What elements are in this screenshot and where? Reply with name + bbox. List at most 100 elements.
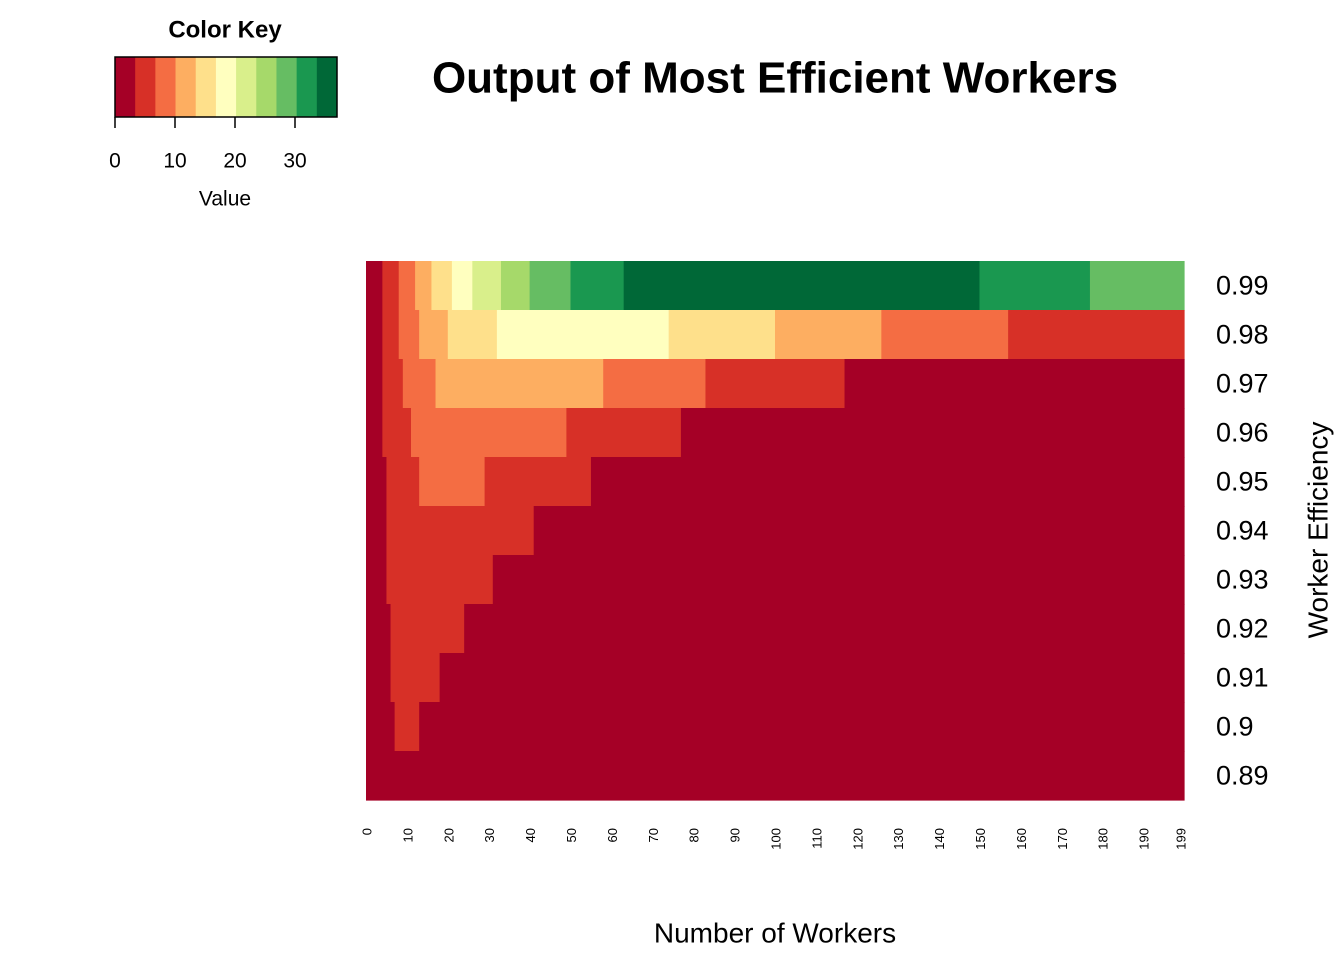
x-tick-label: 10	[400, 828, 415, 842]
x-tick-label: 50	[564, 828, 579, 842]
heatmap-cell	[435, 359, 604, 409]
x-tick-label: 160	[1014, 828, 1029, 850]
y-tick-label: 0.91	[1216, 663, 1269, 693]
heatmap-cell	[366, 408, 383, 458]
heatmap-cell	[386, 555, 494, 605]
heatmap-cell	[398, 310, 420, 360]
y-tick-label: 0.89	[1216, 761, 1269, 791]
heatmap-cell	[844, 359, 1185, 409]
heatmap-cell	[566, 408, 682, 458]
x-tick-label: 110	[809, 828, 824, 849]
heatmap-cell	[451, 261, 473, 311]
heatmap-cell	[386, 457, 420, 507]
color-key-label: Value	[199, 188, 251, 211]
heatmap-cell	[419, 457, 486, 507]
x-tick-label: 100	[768, 828, 783, 850]
color-key-swatch	[135, 57, 156, 117]
color-key-tick-label: 20	[223, 150, 246, 173]
y-tick-label: 0.9	[1216, 712, 1254, 742]
heatmap-cell	[979, 261, 1091, 311]
y-axis-label: Worker Efficiency	[1302, 422, 1333, 639]
heatmap-cell	[623, 261, 981, 311]
x-tick-label: 120	[850, 828, 865, 850]
x-tick-label: 70	[646, 828, 661, 842]
heatmap-cell	[881, 310, 1009, 360]
heatmap-cell	[529, 261, 572, 311]
heatmap-cell	[366, 555, 388, 605]
heatmap-cell	[496, 310, 670, 360]
x-tick-label: 150	[973, 828, 988, 850]
heatmap-cell	[382, 310, 400, 360]
heatmap-cell	[410, 408, 568, 458]
heatmap-cell	[590, 457, 1185, 507]
color-key-swatch	[316, 57, 338, 117]
color-key-swatch	[256, 57, 277, 117]
y-tick-label: 0.97	[1216, 369, 1269, 399]
x-tick-label: 170	[1055, 828, 1070, 850]
color-key-border	[114, 56, 338, 118]
heatmap-cell	[366, 359, 383, 409]
heatmap-cell	[366, 261, 383, 311]
color-key-swatch	[296, 57, 318, 117]
heatmap-cell	[366, 751, 1185, 801]
heatmap-cell	[382, 261, 400, 311]
y-tick-label: 0.99	[1216, 271, 1269, 301]
x-axis-label: Number of Workers	[654, 917, 896, 948]
heatmap-cell	[390, 604, 465, 654]
heatmap-cell	[419, 702, 1185, 752]
heatmap-cell	[680, 408, 1185, 458]
heatmap-cell	[472, 261, 502, 311]
color-key-swatch	[175, 57, 197, 117]
heatmap-cell	[775, 310, 882, 360]
heatmap-cell	[366, 653, 392, 703]
heatmap-cell	[366, 702, 396, 752]
heatmap-cell	[382, 359, 404, 409]
x-tick-label: 90	[728, 828, 743, 842]
color-key-swatch	[215, 57, 237, 117]
color-key-tick-label: 0	[109, 150, 121, 173]
x-tick-label: 60	[605, 828, 620, 842]
y-tick-label: 0.93	[1216, 565, 1269, 595]
heatmap-cell	[570, 261, 625, 311]
heatmap-cell	[415, 261, 433, 311]
heatmap-cell	[366, 457, 388, 507]
color-key-swatch	[276, 57, 298, 117]
heatmap-cell	[668, 310, 776, 360]
heatmap-cell	[464, 604, 1185, 654]
color-key-tick-label: 30	[283, 150, 306, 173]
heatmap-cell	[390, 653, 441, 703]
x-tick-label: 80	[687, 828, 702, 842]
x-tick-label: 40	[523, 828, 538, 842]
heatmap-cell	[366, 604, 392, 654]
heatmap-cell	[366, 310, 383, 360]
y-tick-label: 0.95	[1216, 467, 1269, 497]
heatmap-cell	[382, 408, 412, 458]
x-tick-label: 180	[1096, 828, 1111, 850]
x-tick-label: 199	[1173, 828, 1188, 850]
color-key-swatch	[155, 57, 176, 117]
color-key-swatch	[195, 57, 217, 117]
y-tick-label: 0.96	[1216, 418, 1269, 448]
color-key-title: Color Key	[168, 16, 282, 43]
heatmap-cell	[398, 261, 416, 311]
heatmap-cell	[500, 261, 531, 311]
color-key-tick-label: 10	[163, 150, 186, 173]
heatmap-cell	[419, 310, 449, 360]
x-tick-label: 140	[932, 828, 947, 850]
color-key-swatch	[115, 57, 136, 117]
heatmap-cell	[447, 310, 498, 360]
y-tick-label: 0.94	[1216, 516, 1269, 546]
heatmap-cell	[394, 702, 420, 752]
heatmap-cell	[439, 653, 1185, 703]
y-tick-label: 0.98	[1216, 320, 1269, 350]
x-tick-label: 130	[891, 828, 906, 850]
x-tick-label: 30	[482, 828, 497, 842]
heatmap-cell	[1089, 261, 1185, 311]
heatmap-cell	[431, 261, 453, 311]
heatmap-cell	[603, 359, 707, 409]
heatmap-cell	[386, 506, 535, 556]
heatmap-cell	[533, 506, 1185, 556]
color-key-swatch	[236, 57, 257, 117]
heatmap-cell	[402, 359, 437, 409]
